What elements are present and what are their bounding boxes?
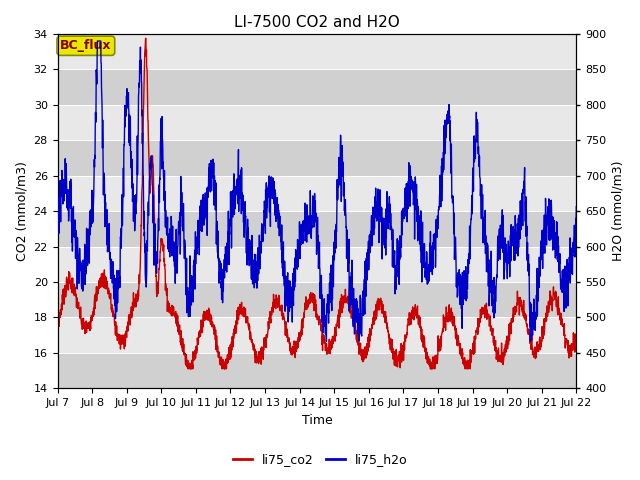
Bar bbox=[58, 140, 576, 176]
li75_h2o bbox=[54, 204, 61, 210]
li75_co2 bbox=[184, 366, 192, 372]
Title: LI-7500 CO2 and H2O: LI-7500 CO2 and H2O bbox=[234, 15, 400, 30]
li75_co2 bbox=[332, 333, 340, 338]
Y-axis label: CO2 (mmol/m3): CO2 (mmol/m3) bbox=[15, 161, 28, 261]
Text: BC_flux: BC_flux bbox=[60, 39, 111, 52]
li75_co2 bbox=[199, 318, 207, 324]
Line: li75_co2: li75_co2 bbox=[58, 38, 576, 369]
Bar bbox=[58, 70, 576, 105]
li75_h2o bbox=[332, 245, 340, 251]
li75_co2 bbox=[54, 317, 61, 323]
Line: li75_h2o: li75_h2o bbox=[58, 41, 576, 342]
li75_h2o bbox=[572, 204, 580, 210]
li75_co2 bbox=[344, 296, 351, 302]
li75_co2 bbox=[572, 338, 580, 344]
li75_h2o bbox=[93, 38, 101, 44]
li75_h2o bbox=[541, 227, 549, 232]
Bar bbox=[58, 282, 576, 317]
Legend: li75_co2, li75_h2o: li75_co2, li75_h2o bbox=[228, 448, 412, 471]
li75_co2 bbox=[541, 316, 549, 322]
li75_h2o bbox=[198, 209, 206, 215]
li75_co2 bbox=[468, 348, 476, 354]
Bar bbox=[58, 211, 576, 247]
li75_h2o bbox=[468, 195, 476, 201]
li75_co2 bbox=[527, 333, 534, 338]
li75_co2 bbox=[142, 36, 150, 41]
Bar bbox=[58, 353, 576, 388]
Y-axis label: H2O (mmol/m3): H2O (mmol/m3) bbox=[612, 161, 625, 262]
li75_h2o bbox=[527, 338, 534, 344]
li75_h2o bbox=[344, 249, 351, 255]
li75_h2o bbox=[323, 339, 330, 345]
X-axis label: Time: Time bbox=[301, 414, 332, 427]
